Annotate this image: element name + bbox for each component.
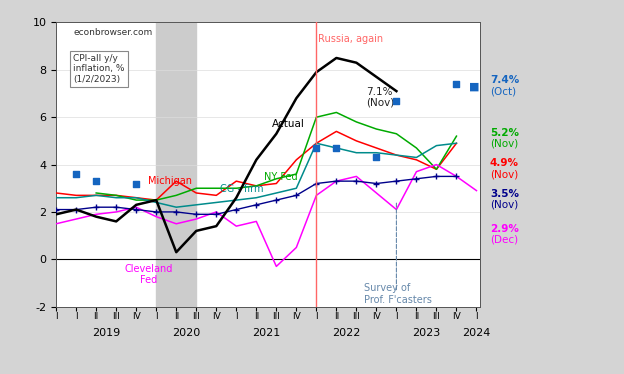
Text: (Nov): (Nov) — [366, 98, 394, 108]
Text: (Nov): (Nov) — [490, 169, 518, 179]
Text: 2024: 2024 — [462, 328, 490, 338]
Text: econbrowser.com: econbrowser.com — [73, 28, 152, 37]
Text: Survey of
Prof. F'casters: Survey of Prof. F'casters — [364, 283, 432, 304]
Text: 5.2%: 5.2% — [490, 128, 519, 138]
Point — [371, 154, 381, 160]
Bar — [156, 22, 197, 307]
Text: 3.5%: 3.5% — [490, 189, 519, 199]
Text: 7.1%: 7.1% — [366, 87, 392, 97]
Point — [71, 171, 81, 177]
Text: Actual: Actual — [272, 119, 305, 129]
Point — [331, 145, 341, 151]
Text: CG - firm: CG - firm — [220, 184, 264, 194]
Point — [131, 181, 141, 187]
Text: Michigan: Michigan — [149, 176, 192, 186]
Point — [452, 81, 462, 87]
Point — [391, 98, 401, 104]
Text: 2.9%: 2.9% — [490, 224, 519, 233]
Text: 7.4%: 7.4% — [490, 76, 519, 86]
Text: (Dec): (Dec) — [490, 234, 518, 244]
Point — [311, 145, 321, 151]
Text: NY Fed: NY Fed — [265, 172, 298, 183]
Text: Fed: Fed — [140, 275, 157, 285]
Text: 2021: 2021 — [252, 328, 280, 338]
Text: Russia, again: Russia, again — [318, 34, 383, 44]
Text: 2022: 2022 — [332, 328, 361, 338]
Text: CPI-all y/y
inflation, %
(1/2/2023): CPI-all y/y inflation, % (1/2/2023) — [73, 54, 125, 83]
Text: (Nov): (Nov) — [490, 200, 518, 210]
Text: ■: ■ — [469, 82, 479, 91]
Text: Cleveland: Cleveland — [124, 264, 172, 273]
Text: (Nov): (Nov) — [490, 138, 518, 148]
Text: 2020: 2020 — [172, 328, 200, 338]
Point — [91, 178, 101, 184]
Text: 4.9%: 4.9% — [490, 158, 519, 168]
Text: (Oct): (Oct) — [490, 86, 516, 96]
Text: 2019: 2019 — [92, 328, 120, 338]
Text: 2023: 2023 — [412, 328, 441, 338]
